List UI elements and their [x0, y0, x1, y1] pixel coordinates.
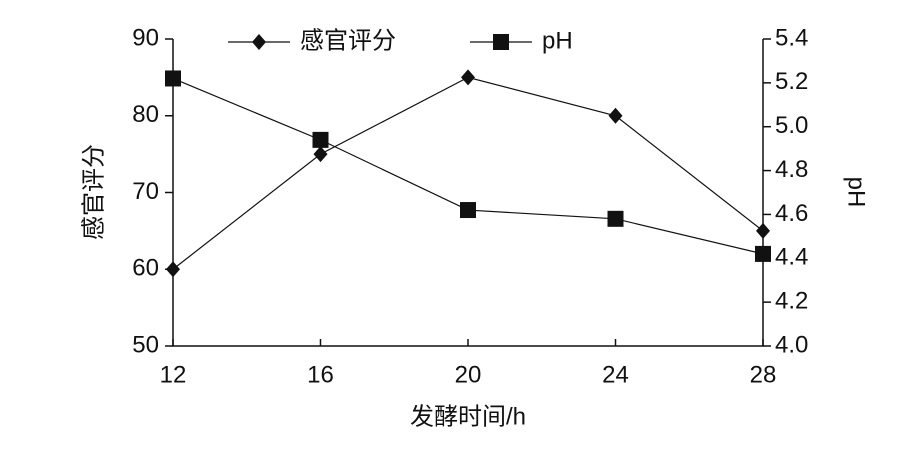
x-axis-label: 发酵时间/h — [410, 403, 526, 430]
series-line — [172, 76, 764, 270]
series-line — [172, 77, 764, 255]
x-tick-label: 16 — [307, 361, 334, 388]
marker — [165, 70, 181, 87]
marker — [755, 245, 771, 262]
x-tick-label: 20 — [455, 361, 482, 388]
y2-tick-label: 4.8 — [775, 156, 808, 183]
marker — [313, 146, 328, 163]
y2-axis-label: pH — [843, 177, 870, 208]
legend-label: pH — [542, 27, 573, 54]
y2-tick-label: 4.0 — [775, 331, 808, 358]
y2-tick-label: 5.0 — [775, 112, 808, 139]
y-tick-label: 70 — [132, 178, 159, 205]
marker — [166, 261, 180, 278]
x-tick-label: 24 — [602, 361, 629, 388]
marker — [312, 131, 329, 148]
x-tick-label: 12 — [160, 361, 187, 388]
y-tick-label: 90 — [132, 24, 159, 51]
legend-marker — [252, 34, 266, 50]
y-axis-label: 感官评分 — [80, 144, 107, 240]
y2-tick-label: 4.4 — [775, 244, 808, 271]
y2-tick-label: 4.6 — [775, 200, 808, 227]
marker — [607, 210, 624, 227]
marker — [756, 222, 770, 239]
legend-label: 感官评分 — [300, 27, 396, 54]
y2-tick-label: 5.4 — [775, 24, 808, 51]
y-tick-label: 60 — [132, 255, 159, 282]
y2-tick-label: 4.2 — [775, 287, 808, 314]
marker — [461, 69, 475, 86]
y-tick-label: 80 — [132, 101, 159, 128]
marker — [460, 202, 476, 219]
y2-tick-label: 5.2 — [775, 68, 808, 95]
x-tick-label: 28 — [750, 361, 777, 388]
marker — [608, 107, 623, 124]
legend-marker — [493, 34, 509, 50]
y-tick-label: 50 — [132, 331, 159, 358]
